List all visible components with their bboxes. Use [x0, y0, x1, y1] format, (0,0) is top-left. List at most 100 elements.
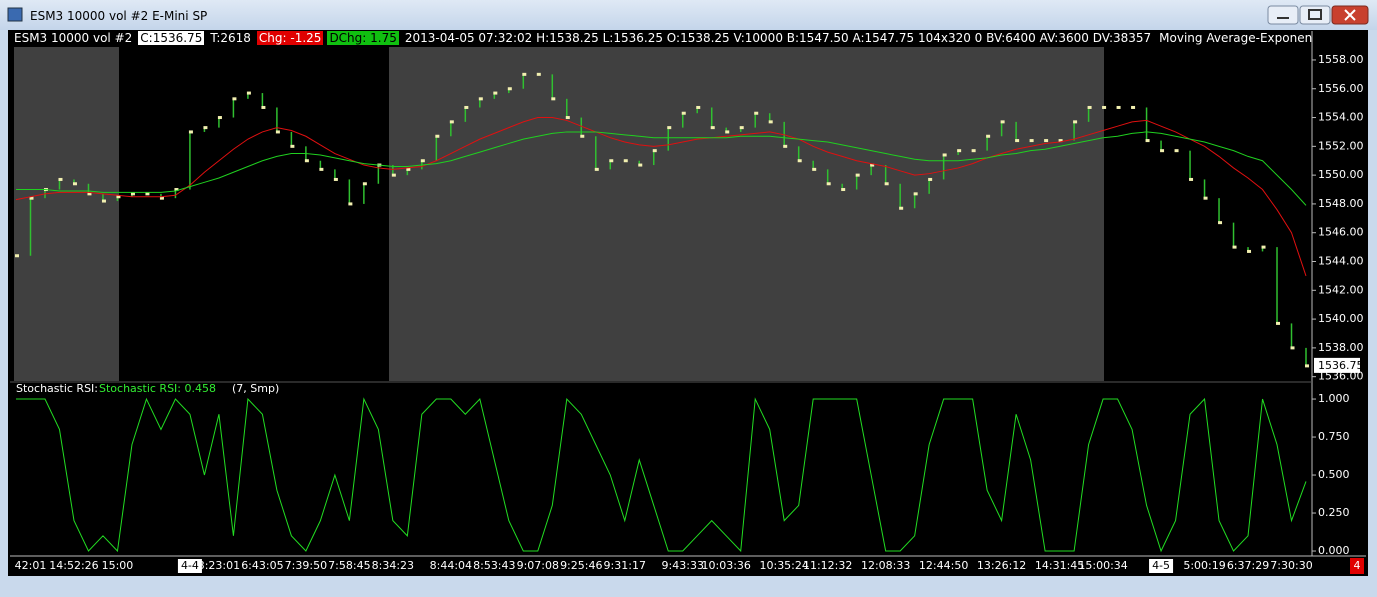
price-close [87, 192, 92, 196]
y-tick-label: 1558.00 [1318, 53, 1364, 66]
minimize-button[interactable] [1267, 5, 1299, 25]
price-close [217, 116, 222, 120]
price-close [275, 130, 280, 134]
app-icon [7, 7, 23, 22]
price-close [145, 192, 150, 196]
x-tick-label: 9:25:46 [560, 559, 602, 572]
price-close [174, 188, 179, 192]
y-tick-label: 0.500 [1318, 468, 1350, 481]
title-bar-art [7, 5, 1369, 25]
price-close [1000, 120, 1005, 124]
indicator-title: Stochastic RSI: [16, 382, 98, 395]
maximize-glyph [1308, 9, 1322, 20]
price-close [1247, 249, 1252, 253]
price-close [768, 120, 773, 124]
y-tick-label: 1536.00 [1318, 370, 1364, 383]
price-close [449, 120, 454, 124]
price-close [188, 130, 193, 134]
y-tick-label: 1540.00 [1318, 312, 1364, 325]
price-close [1218, 221, 1223, 225]
price-close [1087, 105, 1092, 109]
y-tick-label: 1548.00 [1318, 197, 1364, 210]
x-tick-label: 8:44:04 [430, 559, 472, 572]
x-tick-label: 15:00:34 [1078, 559, 1127, 572]
x-tick-label: 12:44:50 [919, 559, 968, 572]
x-tick-label: 9:43:33 [662, 559, 704, 572]
y-tick-label: 1556.00 [1318, 82, 1364, 95]
price-close [1189, 177, 1194, 181]
price-close [203, 126, 208, 130]
y-tick-label: 0.250 [1318, 506, 1350, 519]
y-tick-label: 1554.00 [1318, 111, 1364, 124]
header-item: ESM3 10000 vol #2 [14, 31, 133, 45]
price-close [1290, 346, 1295, 350]
x-tick-label: 8:34:23 [372, 559, 414, 572]
price-close [899, 206, 904, 210]
x-tick-label: 7:58:45 [328, 559, 370, 572]
date-box [1149, 559, 1174, 573]
price-close [362, 182, 367, 186]
price-close [29, 196, 34, 200]
price-close [101, 199, 106, 203]
price-close [246, 91, 251, 95]
price-close [739, 126, 744, 130]
x-tick-label: 14:31:45 [1035, 559, 1084, 572]
price-close [710, 126, 715, 130]
price-close [986, 134, 991, 138]
price-close [1276, 321, 1281, 325]
price-close [696, 105, 701, 109]
price-close [261, 105, 266, 109]
price-close [797, 159, 802, 163]
price-close [565, 116, 570, 120]
price-close [522, 72, 527, 76]
price-close [58, 177, 63, 181]
price-close [1174, 149, 1179, 153]
window-title: ESM3 10000 vol #2 E-Mini SP [30, 9, 208, 23]
price-close [855, 173, 860, 177]
y-tick-label: 1546.00 [1318, 226, 1364, 239]
price-close [1058, 139, 1063, 143]
price-close [1102, 105, 1107, 109]
price-close [391, 173, 396, 177]
date-box [177, 559, 202, 573]
price-close [1203, 196, 1208, 200]
price-close [884, 182, 889, 186]
price-close [420, 159, 425, 163]
x-tick-label: 5:00:19 [1183, 559, 1225, 572]
y-tick-label: 1544.00 [1318, 255, 1364, 268]
header-item: Chg: -1.25 [256, 31, 324, 45]
price-close [478, 97, 483, 101]
session-shade [389, 47, 1104, 381]
price-close [1232, 245, 1237, 249]
x-tick-label: 9:07:08 [517, 559, 559, 572]
maximize-button[interactable] [1299, 5, 1331, 25]
price-close [812, 167, 817, 171]
x-tick-label: 4-4 [181, 559, 199, 572]
x-tick-label: 8:53:43 [473, 559, 515, 572]
price-close [232, 97, 237, 101]
price-close [348, 202, 353, 206]
price-close [754, 111, 759, 115]
price-close [783, 144, 788, 148]
x-tick-label: 13:26:12 [977, 559, 1026, 572]
price-close [681, 111, 686, 115]
price-close [1073, 120, 1078, 124]
price-close [319, 167, 324, 171]
price-close [667, 126, 672, 130]
x-tick-label: 11:12:32 [803, 559, 852, 572]
price-close [159, 196, 164, 200]
price-close [1015, 139, 1020, 143]
price-close [493, 91, 498, 95]
price-close [826, 182, 831, 186]
x-tick-label: 7:30:30 [1270, 559, 1312, 572]
price-close [116, 195, 121, 199]
page-indicator-box [1350, 558, 1364, 574]
price-close [638, 163, 643, 167]
y-tick-label: 1552.00 [1318, 139, 1364, 152]
y-tick-label: 1550.00 [1318, 168, 1364, 181]
price-close [290, 144, 295, 148]
price-close [652, 149, 657, 153]
header-bar: ESM3 10000 vol #2 C:1536.75 T:2618 Chg: -1.… [12, 31, 1312, 47]
y-tick-label: 0.750 [1318, 430, 1350, 443]
